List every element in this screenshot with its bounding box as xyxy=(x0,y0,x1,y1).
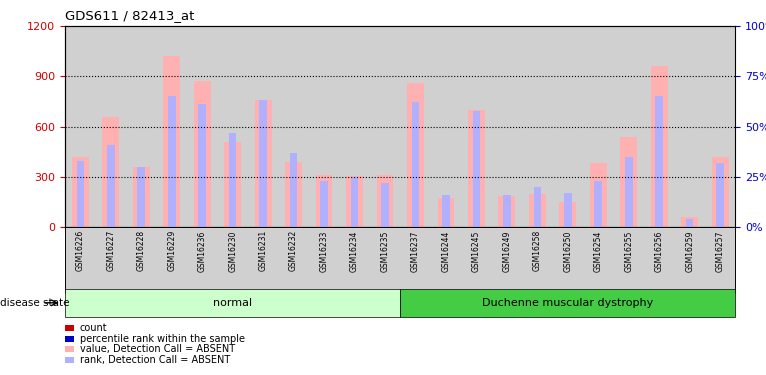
Bar xyxy=(103,117,119,227)
Bar xyxy=(590,162,607,227)
Bar xyxy=(614,26,644,227)
Text: GSM16228: GSM16228 xyxy=(137,230,146,271)
Text: GSM16259: GSM16259 xyxy=(685,230,694,272)
Bar xyxy=(430,26,461,227)
Text: GSM16244: GSM16244 xyxy=(441,230,450,272)
Text: GSM16258: GSM16258 xyxy=(533,230,542,272)
Text: Duchenne muscular dystrophy: Duchenne muscular dystrophy xyxy=(482,298,653,308)
Bar xyxy=(644,26,674,227)
Bar xyxy=(65,26,96,227)
Bar xyxy=(168,96,175,227)
Text: rank, Detection Call = ABSENT: rank, Detection Call = ABSENT xyxy=(80,355,230,364)
Bar xyxy=(552,26,583,227)
Bar xyxy=(381,183,389,227)
Text: GSM16254: GSM16254 xyxy=(594,230,603,272)
Text: count: count xyxy=(80,323,107,333)
Bar xyxy=(656,96,663,227)
Bar xyxy=(651,66,668,227)
Text: percentile rank within the sample: percentile rank within the sample xyxy=(80,334,244,344)
Text: normal: normal xyxy=(213,298,252,308)
Bar xyxy=(674,26,705,227)
Bar xyxy=(309,26,339,227)
Bar xyxy=(72,157,89,227)
Bar xyxy=(564,193,571,227)
Bar xyxy=(686,219,693,227)
Text: GSM16249: GSM16249 xyxy=(502,230,512,272)
Bar xyxy=(285,162,302,227)
Bar xyxy=(705,26,735,227)
Bar xyxy=(194,81,211,227)
Bar xyxy=(278,26,309,227)
Bar xyxy=(229,133,237,227)
Text: GSM16227: GSM16227 xyxy=(106,230,116,272)
Bar xyxy=(503,195,511,227)
Bar xyxy=(248,26,278,227)
Text: GDS611 / 82413_at: GDS611 / 82413_at xyxy=(65,9,195,22)
Text: GSM16231: GSM16231 xyxy=(259,230,267,272)
Bar xyxy=(96,26,126,227)
Bar xyxy=(583,26,614,227)
Bar xyxy=(218,26,248,227)
Bar xyxy=(492,26,522,227)
Bar xyxy=(437,198,454,227)
Bar xyxy=(316,175,332,227)
Bar xyxy=(559,202,576,227)
Bar xyxy=(499,196,516,227)
Bar xyxy=(187,26,218,227)
Bar xyxy=(529,194,545,227)
Bar xyxy=(137,166,145,227)
Bar xyxy=(339,26,370,227)
Bar xyxy=(290,153,297,227)
Bar xyxy=(377,175,394,227)
Bar xyxy=(461,26,492,227)
Text: value, Detection Call = ABSENT: value, Detection Call = ABSENT xyxy=(80,344,235,354)
Text: disease state: disease state xyxy=(0,298,70,308)
Text: GSM16233: GSM16233 xyxy=(319,230,329,272)
Bar xyxy=(594,181,602,227)
Bar xyxy=(534,187,541,227)
Bar xyxy=(77,160,84,227)
Bar xyxy=(260,100,267,227)
Bar xyxy=(224,142,241,227)
Bar xyxy=(346,176,363,227)
Bar xyxy=(370,26,401,227)
Bar xyxy=(351,177,358,227)
Text: GSM16232: GSM16232 xyxy=(289,230,298,272)
Bar xyxy=(133,166,149,227)
Text: GSM16257: GSM16257 xyxy=(715,230,725,272)
Bar xyxy=(681,217,698,227)
Bar xyxy=(255,100,271,227)
Bar xyxy=(401,26,430,227)
Text: GSM16250: GSM16250 xyxy=(563,230,572,272)
Bar xyxy=(468,110,485,227)
Bar xyxy=(442,195,450,227)
Bar xyxy=(156,26,187,227)
Bar xyxy=(107,145,115,227)
Bar xyxy=(411,102,419,227)
Text: GSM16245: GSM16245 xyxy=(472,230,481,272)
Bar xyxy=(712,158,728,227)
Text: GSM16229: GSM16229 xyxy=(167,230,176,272)
Bar xyxy=(473,111,480,227)
Text: GSM16226: GSM16226 xyxy=(76,230,85,272)
Bar xyxy=(620,136,637,227)
Bar xyxy=(716,163,724,227)
Bar xyxy=(522,26,552,227)
Bar xyxy=(407,83,424,227)
Bar xyxy=(198,105,206,227)
Bar xyxy=(320,181,328,227)
Text: GSM16230: GSM16230 xyxy=(228,230,237,272)
Bar xyxy=(163,56,180,227)
Text: GSM16237: GSM16237 xyxy=(411,230,420,272)
Text: GSM16255: GSM16255 xyxy=(624,230,633,272)
Text: GSM16234: GSM16234 xyxy=(350,230,359,272)
Text: GSM16235: GSM16235 xyxy=(381,230,389,272)
Bar xyxy=(625,157,633,227)
Text: GSM16236: GSM16236 xyxy=(198,230,207,272)
Bar xyxy=(126,26,156,227)
Text: GSM16256: GSM16256 xyxy=(655,230,663,272)
